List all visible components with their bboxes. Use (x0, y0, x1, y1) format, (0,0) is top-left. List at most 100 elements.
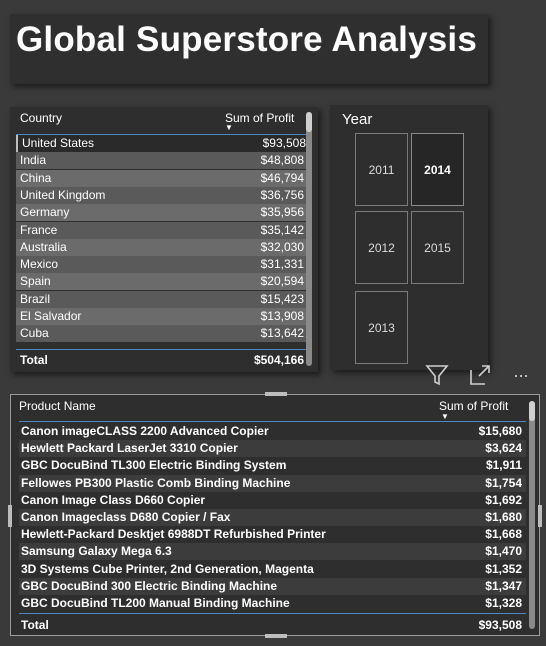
country-profit-table[interactable]: Country Sum of Profit ▼ United States $93… (10, 107, 318, 372)
country-name: India (20, 153, 47, 168)
product-row[interactable]: GBC DocuBind TL200 Manual Binding Machin… (19, 595, 526, 612)
filter-icon[interactable] (424, 362, 450, 388)
country-row[interactable]: Cuba $13,642 (16, 325, 310, 343)
country-name: Brazil (20, 291, 51, 306)
product-name: Canon Image Class D660 Copier (21, 492, 206, 507)
product-name: GBC DocuBind 300 Electric Binding Machin… (21, 578, 278, 593)
scrollbar-thumb[interactable] (306, 112, 312, 132)
product-profit-column-header[interactable]: Sum of Profit (439, 399, 509, 413)
year-tile-2014[interactable]: 2014 (411, 133, 464, 206)
country-name: Australia (20, 239, 67, 254)
sort-descending-icon[interactable]: ▼ (225, 123, 233, 132)
sort-descending-icon[interactable]: ▼ (441, 412, 449, 421)
product-profit: $1,911 (485, 458, 522, 473)
scrollbar-track[interactable] (306, 112, 312, 366)
country-name: United States (22, 136, 95, 150)
year-tile-2011[interactable]: 2011 (355, 133, 408, 206)
product-profit: $3,624 (485, 441, 522, 456)
country-name: China (20, 170, 52, 185)
country-name: Spain (20, 274, 51, 289)
product-row[interactable]: Canon imageCLASS 2200 Advanced Copier $15… (19, 423, 526, 440)
country-row[interactable]: Mexico $31,331 (16, 256, 310, 274)
product-row[interactable]: Samsung Galaxy Mega 6.3 $1,470 (19, 543, 526, 561)
resize-handle-left[interactable] (8, 505, 12, 527)
country-row[interactable]: Brazil $15,423 (16, 290, 310, 308)
product-profit: $1,754 (485, 475, 522, 490)
product-name: Canon Imageclass D680 Copier / Fax (21, 510, 231, 524)
product-name: Canon imageCLASS 2200 Advanced Copier (21, 424, 269, 438)
product-row[interactable]: Canon Image Class D660 Copier $1,692 (19, 491, 526, 509)
country-name: Mexico (20, 257, 59, 272)
country-row[interactable]: France $35,142 (16, 221, 310, 239)
product-row[interactable]: 3D Systems Cube Printer, 2nd Generation,… (19, 560, 526, 578)
total-label: Total (21, 618, 49, 632)
product-profit: $1,328 (485, 596, 522, 610)
product-name: GBC DocuBind TL200 Manual Binding Machin… (21, 596, 290, 610)
year-tile-2015[interactable]: 2015 (411, 211, 464, 284)
product-name: Fellowes PB300 Plastic Comb Binding Mach… (21, 475, 291, 490)
visual-header-toolbar: ... (422, 362, 540, 390)
country-name: Cuba (20, 326, 49, 341)
product-row[interactable]: Hewlett Packard LaserJet 3310 Copier $3,6… (19, 440, 526, 458)
focus-mode-icon[interactable] (467, 362, 493, 388)
country-profit: $36,756 (260, 187, 304, 202)
country-row[interactable]: Spain $20,594 (16, 273, 310, 291)
product-profit: $1,668 (485, 527, 522, 542)
country-total-row: Total $504,166 (16, 352, 310, 369)
product-name: GBC DocuBind TL300 Electric Binding Syst… (21, 458, 287, 473)
country-name: El Salvador (20, 309, 82, 323)
product-profit-table[interactable]: Product Name Sum of Profit ▼ Canon image… (8, 392, 542, 638)
total-divider (19, 613, 526, 614)
scrollbar-thumb[interactable] (529, 401, 535, 421)
total-divider (16, 349, 310, 350)
country-profit: $46,794 (260, 170, 304, 185)
year-slicer-title: Year (342, 111, 373, 128)
product-name: 3D Systems Cube Printer, 2nd Generation,… (21, 561, 314, 576)
scrollbar-track[interactable] (529, 401, 535, 629)
product-row[interactable]: GBC DocuBind TL300 Electric Binding Syst… (19, 457, 526, 475)
product-profit: $1,347 (485, 578, 522, 593)
profit-column-header[interactable]: Sum of Profit (225, 111, 295, 125)
product-profit: $1,352 (485, 561, 522, 576)
product-name: Hewlett Packard LaserJet 3310 Copier (21, 441, 238, 456)
year-slicer: Year 2011 2014 2012 2015 2013 (330, 105, 488, 370)
year-tile-2013[interactable]: 2013 (355, 291, 408, 364)
total-label: Total (20, 353, 48, 367)
resize-handle-bottom[interactable] (265, 634, 287, 638)
country-profit: $31,331 (260, 257, 304, 272)
country-column-header[interactable]: Country (20, 111, 63, 125)
country-name: United Kingdom (20, 187, 106, 202)
resize-handle-top[interactable] (265, 392, 287, 396)
country-row[interactable]: India $48,808 (16, 152, 310, 170)
product-profit: $1,470 (485, 544, 522, 559)
country-profit: $93,508 (262, 136, 306, 150)
product-column-header[interactable]: Product Name (19, 399, 96, 413)
product-profit: $1,692 (485, 492, 522, 507)
product-row[interactable]: Hewlett-Packard Desktjet 6988DT Refurbis… (19, 526, 526, 544)
country-profit: $48,808 (260, 153, 304, 168)
country-profit: $13,908 (260, 309, 304, 323)
resize-handle-right[interactable] (538, 505, 542, 527)
product-profit: $1,680 (485, 510, 522, 524)
title-card: Global Superstore Analysis (10, 14, 488, 84)
product-row[interactable]: Fellowes PB300 Plastic Comb Binding Mach… (19, 474, 526, 492)
country-row[interactable]: United States $93,508 (16, 135, 312, 152)
year-tile-2012[interactable]: 2012 (355, 211, 408, 284)
product-profit: $15,680 (478, 424, 522, 438)
country-profit: $20,594 (260, 274, 304, 289)
country-row[interactable]: Australia $32,030 (16, 238, 310, 256)
country-profit: $13,642 (260, 326, 304, 341)
country-name: Germany (20, 205, 70, 220)
product-name: Hewlett-Packard Desktjet 6988DT Refurbis… (21, 527, 326, 542)
total-value: $93,508 (478, 618, 522, 632)
product-row[interactable]: GBC DocuBind 300 Electric Binding Machin… (19, 577, 526, 595)
country-row[interactable]: Germany $35,956 (16, 204, 310, 222)
product-name: Samsung Galaxy Mega 6.3 (21, 544, 172, 559)
product-row[interactable]: Canon Imageclass D680 Copier / Fax $1,680 (19, 509, 526, 526)
more-options-icon[interactable]: ... (513, 361, 529, 381)
country-row[interactable]: China $46,794 (16, 169, 310, 187)
country-row[interactable]: El Salvador $13,908 (16, 308, 310, 325)
header-divider (19, 421, 526, 422)
country-name: France (20, 222, 58, 237)
country-row[interactable]: United Kingdom $36,756 (16, 186, 310, 204)
